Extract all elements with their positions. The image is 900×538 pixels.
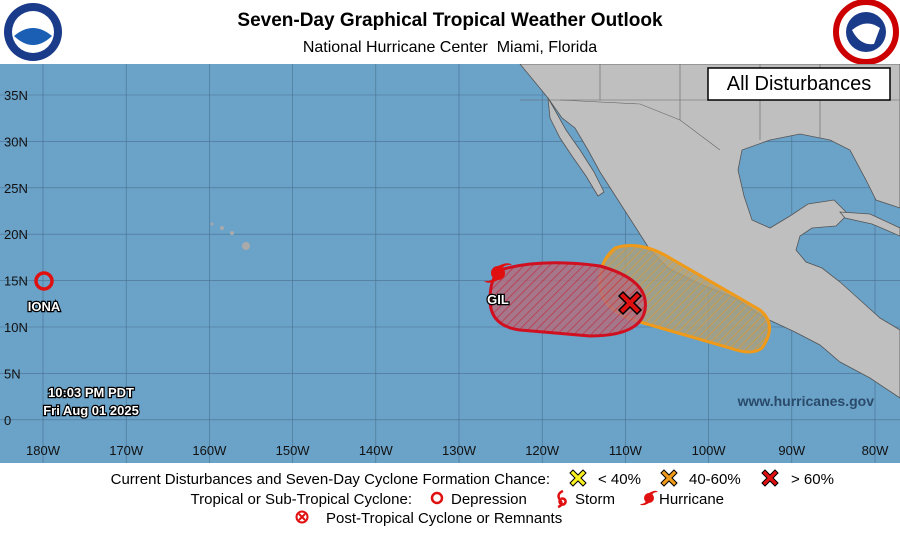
- latitude-label: 5N: [4, 366, 21, 381]
- timestamp: 10:03 PM PDT: [48, 385, 134, 400]
- legend-item: 40-60%: [689, 471, 741, 488]
- storm-icon: [557, 489, 567, 509]
- longitude-label: 120W: [525, 443, 560, 458]
- header-bg: [0, 0, 900, 64]
- latitude-label: 15N: [4, 274, 28, 289]
- baja-california: [547, 97, 605, 197]
- longitude-label: 150W: [276, 443, 311, 458]
- latitude-label: 25N: [4, 181, 28, 196]
- latitude-label: 35N: [4, 88, 28, 103]
- map-area: IONA GIL 10:03 PM PDT Fri Aug 01 2025 ww…: [0, 64, 900, 463]
- legend-title: Tropical or Sub-Tropical Cyclone:: [191, 491, 412, 508]
- latitude-label: 20N: [4, 227, 28, 242]
- longitude-label: 90W: [778, 443, 805, 458]
- cuba: [839, 211, 900, 237]
- legend-item: Post-Tropical Cyclone or Remnants: [326, 510, 562, 527]
- nws-logo: [833, 0, 899, 65]
- longitude-label: 170W: [109, 443, 144, 458]
- hurricane-symbol: [484, 263, 512, 283]
- longitude-label: 80W: [862, 443, 889, 458]
- legend-item: > 60%: [791, 471, 834, 488]
- high-chance-icon: [761, 469, 779, 487]
- legend-title: Current Disturbances and Seven-Day Cyclo…: [111, 471, 550, 488]
- longitude-label: 140W: [359, 443, 394, 458]
- depression-icon: [430, 491, 444, 505]
- high-chance-marker: [617, 290, 643, 316]
- post-tropical-icon: [295, 510, 309, 524]
- panel-label: All Disturbances: [727, 73, 872, 95]
- legend-item: Hurricane: [659, 491, 724, 508]
- longitude-label: 100W: [692, 443, 727, 458]
- title: Seven-Day Graphical Tropical Weather Out…: [237, 10, 663, 31]
- high-chance-area: [488, 261, 647, 338]
- medium-chance-icon: [660, 469, 678, 487]
- timestamp: Fri Aug 01 2025: [43, 403, 139, 418]
- land: [519, 64, 900, 399]
- latitude-label: 30N: [4, 134, 28, 149]
- depression-symbol: [34, 271, 54, 291]
- hawaii: [210, 222, 250, 250]
- legend-item: < 40%: [598, 471, 641, 488]
- hurricane-icon: [640, 490, 658, 506]
- longitude-label: 180W: [26, 443, 61, 458]
- latitude-label: 10N: [4, 320, 28, 335]
- subtitle: National Hurricane Center Miami, Florida: [303, 39, 597, 56]
- longitude-label: 110W: [609, 443, 643, 458]
- panel-label-box: [707, 67, 891, 101]
- low-chance-icon: [569, 469, 587, 487]
- noaa-logo: [4, 3, 62, 61]
- legend-item: Depression: [451, 491, 527, 508]
- latitude-label: 0: [4, 413, 11, 428]
- longitude-label: 130W: [442, 443, 477, 458]
- website: www.hurricanes.gov: [737, 393, 875, 409]
- storm-label: GIL: [487, 292, 509, 307]
- legend-item: Storm: [575, 491, 615, 508]
- storm-label: IONA: [28, 299, 61, 314]
- longitude-label: 160W: [192, 443, 227, 458]
